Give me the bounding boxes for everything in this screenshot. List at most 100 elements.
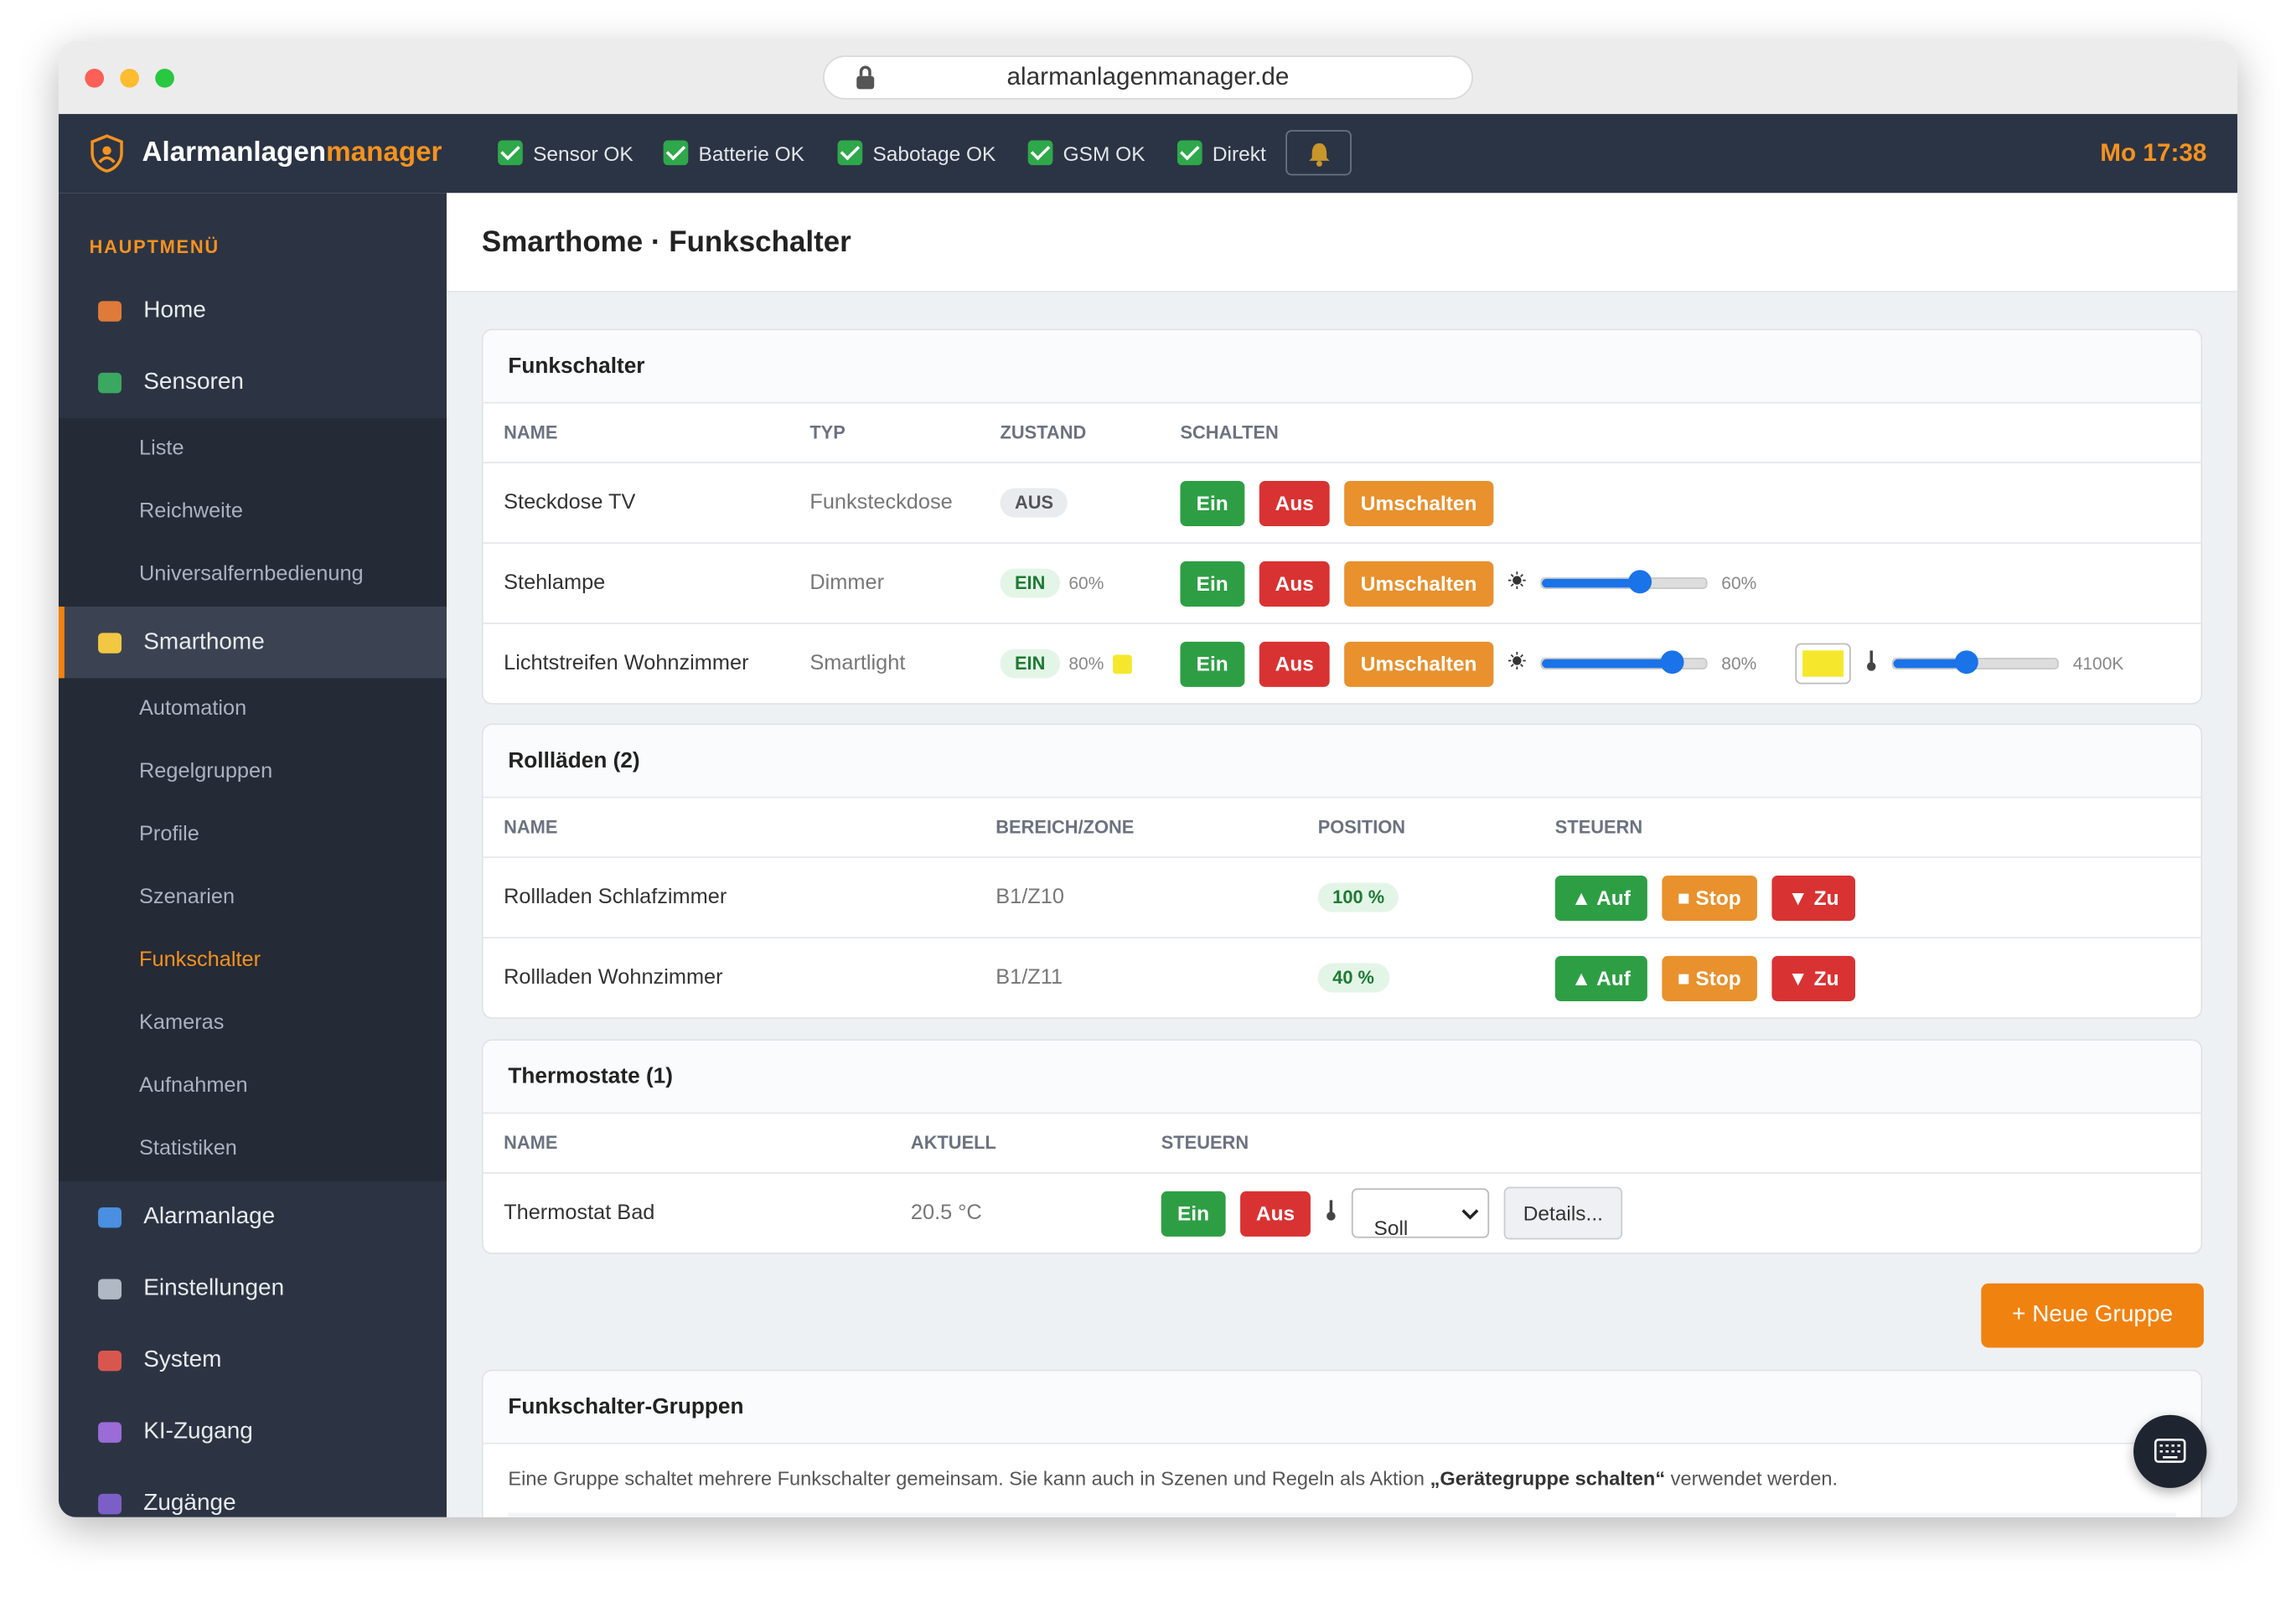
url-bar[interactable]: alarmanlagenmanager.de bbox=[823, 55, 1473, 100]
bell-button[interactable] bbox=[1285, 130, 1352, 176]
status-item: Batterie OK bbox=[663, 140, 805, 166]
action-button[interactable]: ▼ Zu bbox=[1771, 875, 1855, 921]
name: Lichtstreifen Wohnzimmer bbox=[504, 652, 749, 675]
menu-item[interactable]: Einstellungen bbox=[59, 1253, 447, 1324]
table-header: NAME TYP ZUSTAND SCHALTEN bbox=[483, 403, 2201, 464]
action-button[interactable]: Aus bbox=[1259, 640, 1331, 687]
action-button[interactable]: Aus bbox=[1259, 480, 1331, 526]
submenu-item[interactable]: Funkschalter bbox=[139, 948, 261, 973]
slider-thumb bbox=[1954, 650, 1978, 674]
action-button[interactable]: ▼ Zu bbox=[1771, 955, 1855, 1001]
minimize-dot[interactable] bbox=[120, 68, 140, 88]
sidebar: HAUPTMENÜ Home Sensoren Liste Reichweite Uni… bbox=[58, 193, 447, 1517]
state-badge: AUS bbox=[1000, 488, 1068, 518]
slider[interactable] bbox=[1539, 570, 1707, 594]
card-title: Funkschalter-Gruppen bbox=[483, 1371, 2201, 1444]
slider-value: 60% bbox=[1721, 572, 1757, 594]
action-button[interactable]: Ein bbox=[1161, 1190, 1226, 1237]
submenu-item[interactable]: Aufnahmen bbox=[139, 1074, 248, 1098]
slider-fill bbox=[1541, 578, 1640, 588]
zone: B1/Z11 bbox=[995, 966, 1063, 990]
cell: ▲ Auf ■ Stop ▼ Zu bbox=[1554, 955, 1855, 1001]
menu-icon bbox=[98, 1207, 122, 1227]
current-temp: 20.5 °C bbox=[910, 1202, 982, 1225]
action-button[interactable]: Umschalten bbox=[1344, 640, 1493, 687]
submenu-item[interactable]: Szenarien bbox=[139, 886, 235, 910]
menu-label: KI-Zugang bbox=[143, 1419, 253, 1444]
zoom-dot[interactable] bbox=[155, 68, 174, 88]
action-button[interactable]: Umschalten bbox=[1344, 561, 1493, 607]
menu-icon bbox=[98, 300, 122, 321]
status-check bbox=[837, 140, 863, 166]
submenu-item[interactable]: Kameras bbox=[139, 1011, 225, 1036]
close-dot[interactable] bbox=[85, 68, 105, 88]
status-label: Batterie OK bbox=[698, 141, 805, 165]
submenu: Liste Reichweite Universalfernbedienung bbox=[58, 417, 447, 607]
slider[interactable] bbox=[1891, 650, 2059, 674]
cell: Dimmer bbox=[809, 571, 1000, 595]
menu-item[interactable]: Home bbox=[59, 275, 447, 346]
column-header: STEUERN bbox=[1161, 1133, 1249, 1154]
menu-label: Sensoren bbox=[143, 369, 244, 395]
action-button[interactable]: ▲ Auf bbox=[1554, 875, 1647, 921]
cell: Steckdose TV bbox=[504, 491, 809, 514]
setpoint-select[interactable]: Soll bbox=[1352, 1188, 1490, 1238]
action-button[interactable]: Ein bbox=[1180, 640, 1244, 687]
menu-item[interactable]: System bbox=[59, 1325, 447, 1396]
menu-item[interactable]: Smarthome bbox=[58, 606, 447, 679]
submenu-item[interactable]: Statistiken bbox=[139, 1137, 237, 1161]
action-button[interactable]: Ein bbox=[1180, 480, 1244, 526]
color-dot bbox=[1112, 654, 1132, 674]
menu-label: Home bbox=[143, 297, 206, 323]
status-item: Sabotage OK bbox=[837, 140, 995, 166]
submenu-item[interactable]: Regelgruppen bbox=[139, 760, 273, 784]
bell-icon bbox=[1309, 142, 1330, 167]
clock: Mo 17:38 bbox=[2100, 138, 2207, 167]
status-check bbox=[498, 140, 523, 166]
cell: Smartlight bbox=[809, 652, 1000, 675]
slider-thumb bbox=[1627, 570, 1652, 594]
color-swatch bbox=[1802, 650, 1844, 677]
action-button[interactable]: ■ Stop bbox=[1661, 955, 1757, 1001]
submenu-item[interactable]: Liste bbox=[139, 437, 184, 461]
group-list bbox=[508, 1512, 2176, 1517]
action-button[interactable]: Aus bbox=[1239, 1190, 1311, 1237]
name: Rollladen Schlafzimmer bbox=[504, 886, 727, 910]
cell: Stehlampe bbox=[504, 571, 809, 595]
card-title: Rollläden (2) bbox=[483, 725, 2201, 798]
column-header: AKTUELL bbox=[910, 1133, 996, 1154]
brand[interactable]: Alarmanlagenmanager bbox=[142, 137, 442, 169]
url-text: alarmanlagenmanager.de bbox=[1006, 63, 1290, 91]
select-chevron bbox=[1461, 1204, 1479, 1227]
select-text: Soll bbox=[1373, 1216, 1409, 1238]
submenu-item[interactable]: Automation bbox=[139, 697, 247, 721]
keyboard-icon bbox=[2154, 1439, 2186, 1463]
action-button[interactable]: ■ Stop bbox=[1661, 875, 1757, 921]
state-badge: EIN bbox=[1000, 568, 1060, 598]
menu-item[interactable]: KI-Zugang bbox=[59, 1396, 447, 1467]
submenu-item[interactable]: Universalfernbedienung bbox=[139, 562, 364, 587]
cell: 40 % bbox=[1317, 963, 1555, 993]
details-button[interactable]: Details... bbox=[1504, 1186, 1622, 1240]
cell: 100 % bbox=[1317, 882, 1555, 912]
action-button[interactable]: ▲ Auf bbox=[1554, 955, 1647, 1001]
description: Eine Gruppe schaltet mehrere Funkschalte… bbox=[484, 1444, 2201, 1513]
menu-item[interactable]: Sensoren bbox=[59, 346, 447, 417]
slider[interactable] bbox=[1539, 650, 1707, 674]
submenu-item[interactable]: Reichweite bbox=[139, 499, 243, 524]
menu-item[interactable]: Alarmanlage bbox=[59, 1181, 447, 1253]
color-picker[interactable] bbox=[1794, 643, 1851, 685]
menu-icon bbox=[98, 1278, 122, 1300]
action-button[interactable]: Umschalten bbox=[1344, 480, 1493, 526]
brightness-icon bbox=[1507, 571, 1526, 595]
keyboard-fab[interactable] bbox=[2133, 1414, 2207, 1488]
action-button[interactable]: Ein bbox=[1180, 561, 1244, 607]
cell: AUS bbox=[1000, 488, 1181, 518]
status-label: GSM OK bbox=[1063, 141, 1145, 165]
action-button[interactable]: Aus bbox=[1259, 561, 1331, 607]
description-part: Eine Gruppe schaltet mehrere Funkschalte… bbox=[508, 1467, 1430, 1490]
new-group-button[interactable]: + Neue Gruppe bbox=[1981, 1283, 2204, 1348]
submenu-item[interactable]: Profile bbox=[139, 823, 199, 847]
menu-item[interactable]: Zugänge bbox=[59, 1468, 447, 1517]
